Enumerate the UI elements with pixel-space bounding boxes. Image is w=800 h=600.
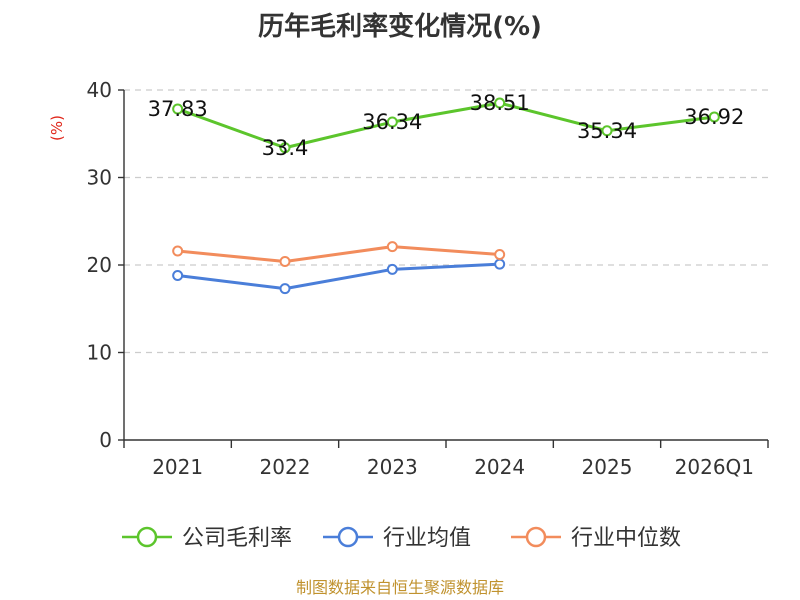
x-tick-label: 2025 (582, 455, 633, 479)
data-label: 38.51 (470, 91, 530, 115)
y-tick-label: 20 (87, 253, 112, 277)
data-point[interactable] (386, 241, 398, 253)
grid-lines (124, 89, 768, 354)
legend[interactable]: 公司毛利率 行业均值 行业中位数 (122, 526, 681, 551)
data-point[interactable] (494, 97, 506, 109)
data-point[interactable] (279, 256, 291, 267)
series-line-0 (177, 101, 715, 150)
y-tick-label: 0 (99, 428, 112, 452)
data-point[interactable] (172, 245, 184, 257)
data-point[interactable] (172, 270, 184, 281)
y-tick-label: 40 (87, 78, 112, 102)
legend-marker (337, 526, 359, 548)
data-point[interactable] (172, 103, 184, 115)
series-line-1 (177, 262, 500, 291)
chart-title: 历年毛利率变化情况(%) (258, 11, 542, 42)
y-tick-label: 10 (87, 341, 112, 365)
data-point[interactable] (601, 125, 613, 137)
y-axis-unit: (%) (48, 115, 66, 141)
legend-item-2[interactable]: 行业中位数 (511, 526, 681, 551)
series-lines (172, 97, 720, 295)
data-label: 33.4 (262, 136, 309, 160)
source-footer: 制图数据来自恒生聚源数据库 (296, 578, 504, 597)
legend-item-0[interactable]: 公司毛利率 (122, 526, 292, 551)
data-point[interactable] (708, 111, 720, 123)
data-label: 36.34 (362, 110, 422, 134)
data-point[interactable] (386, 263, 398, 275)
data-label: 35.34 (577, 119, 637, 143)
x-tick-label: 2023 (367, 455, 418, 479)
legend-label: 行业中位数 (571, 526, 681, 551)
data-point[interactable] (279, 142, 291, 154)
data-point[interactable] (494, 258, 506, 270)
legend-marker (525, 526, 547, 548)
x-tick-label: 2021 (152, 455, 203, 479)
x-tick-label: 2024 (474, 455, 525, 479)
legend-label: 公司毛利率 (182, 526, 292, 551)
data-point[interactable] (279, 283, 291, 295)
legend-item-1[interactable]: 行业均值 (323, 526, 471, 551)
y-tick-label: 30 (87, 166, 112, 190)
legend-marker (136, 526, 158, 548)
data-label: 37.83 (148, 97, 208, 121)
x-tick-label: 2026Q1 (675, 455, 754, 479)
data-labels: 37.83 33.4 36.34 38.51 35.34 36.92 (148, 91, 745, 160)
x-tick-label: 2022 (260, 455, 311, 479)
data-label: 36.92 (684, 105, 744, 129)
data-point[interactable] (386, 116, 398, 128)
legend-label: 行业均值 (383, 526, 471, 551)
series-line-2 (177, 245, 500, 263)
data-point[interactable] (494, 249, 506, 260)
axes: 0 10 20 30 40 2021 2022 2023 2024 2025 2026Q1 (87, 78, 769, 479)
